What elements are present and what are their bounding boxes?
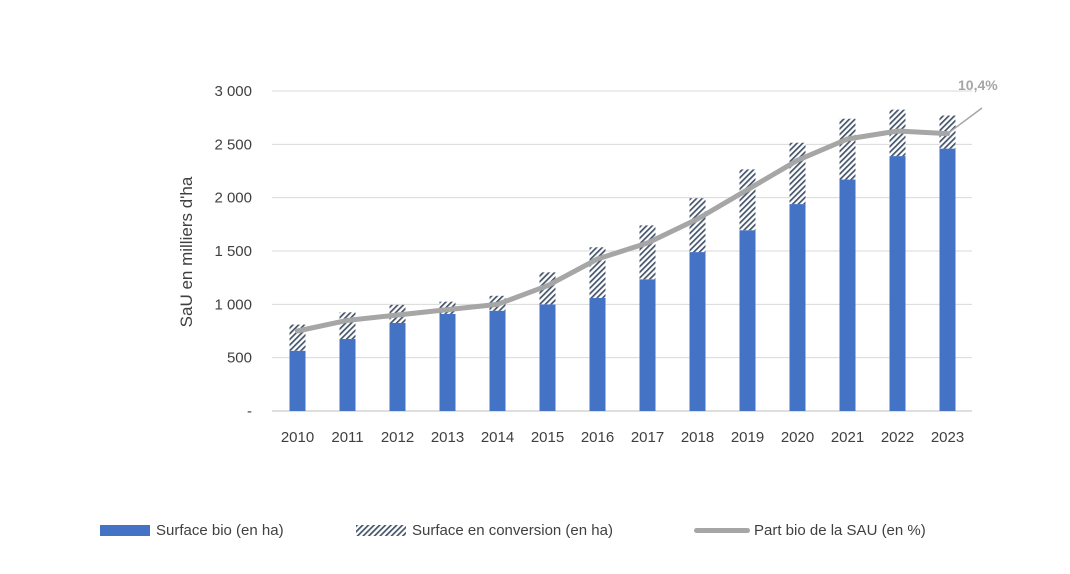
legend-label-part-bio: Part bio de la SAU (en %) bbox=[754, 521, 926, 539]
bar-surface-conversion bbox=[689, 198, 706, 253]
x-tick-label: 2017 bbox=[631, 429, 664, 446]
line-point-part-bio bbox=[495, 301, 500, 307]
share-line bbox=[295, 107, 983, 334]
x-tick-label: 2018 bbox=[681, 429, 714, 446]
bar-surface-bio bbox=[489, 310, 506, 411]
line-part-bio bbox=[295, 128, 950, 334]
line-point-part-bio bbox=[545, 283, 550, 289]
line-point-part-bio bbox=[345, 317, 350, 323]
legend-item-part-bio: Part bio de la SAU (en %) bbox=[694, 520, 926, 540]
bar-surface-bio bbox=[439, 313, 456, 411]
y-tick-label: 3 000 bbox=[214, 83, 252, 100]
x-tick-label: 2014 bbox=[481, 429, 514, 446]
y-tick-label: 1 000 bbox=[214, 296, 252, 313]
bar-surface-conversion bbox=[839, 118, 856, 180]
y-axis-title: SaU en milliers d'ha bbox=[177, 176, 196, 327]
y-tick-label: 1 500 bbox=[214, 243, 252, 260]
bar-surface-bio bbox=[889, 156, 906, 411]
y-tick-label: 2 500 bbox=[214, 136, 252, 153]
bar-surface-bio bbox=[539, 304, 556, 411]
bar-surface-bio bbox=[839, 179, 856, 411]
x-tick-label: 2020 bbox=[781, 429, 814, 446]
bar-surface-bio bbox=[289, 350, 306, 411]
bar-surface-conversion bbox=[639, 225, 656, 280]
bar-surface-bio bbox=[589, 297, 606, 411]
line-point-part-bio bbox=[645, 240, 650, 246]
x-axis-ticks: 2010 2011 2012 2013 2014 2015 2016 2017 2018 2019… bbox=[281, 429, 964, 446]
legend-swatch-part-bio bbox=[694, 527, 750, 533]
bar-surface-bio bbox=[389, 323, 406, 411]
x-tick-label: 2015 bbox=[531, 429, 564, 446]
x-tick-label: 2012 bbox=[381, 429, 414, 446]
x-tick-label: 2022 bbox=[881, 429, 914, 446]
line-point-part-bio bbox=[795, 157, 800, 163]
bars bbox=[289, 109, 956, 411]
x-tick-label: 2010 bbox=[281, 429, 314, 446]
line-point-part-bio bbox=[295, 328, 300, 334]
line-point-part-bio bbox=[445, 307, 450, 313]
line-point-part-bio bbox=[595, 256, 600, 262]
annotation-leader-line bbox=[947, 107, 983, 135]
bar-surface-conversion bbox=[789, 142, 806, 205]
legend-swatch-surface-conversion bbox=[356, 524, 406, 536]
y-tick-label: 500 bbox=[227, 350, 252, 367]
line-point-part-bio bbox=[845, 136, 850, 142]
gridlines bbox=[272, 90, 972, 412]
line-point-part-bio bbox=[695, 216, 700, 222]
x-tick-label: 2023 bbox=[931, 429, 964, 446]
x-tick-label: 2011 bbox=[331, 429, 363, 446]
bar-surface-bio bbox=[789, 204, 806, 411]
legend-item-surface-bio: Surface bio (en ha) bbox=[100, 520, 284, 540]
x-tick-label: 2021 bbox=[831, 429, 864, 446]
legend-swatch-surface-bio bbox=[100, 524, 150, 536]
legend-label-surface-bio: Surface bio (en ha) bbox=[156, 521, 284, 539]
line-point-part-bio bbox=[895, 128, 900, 134]
x-tick-label: 2016 bbox=[581, 429, 614, 446]
bar-surface-bio bbox=[739, 230, 756, 411]
bar-surface-bio bbox=[339, 339, 356, 411]
y-axis-ticks: - 500 1 000 1 500 2 000 2 500 3 000 bbox=[214, 83, 252, 420]
y-tick-label: - bbox=[247, 403, 252, 420]
legend-label-surface-conversion: Surface en conversion (en ha) bbox=[412, 521, 613, 539]
line-point-part-bio bbox=[745, 187, 750, 193]
line-point-part-bio bbox=[395, 312, 400, 318]
x-tick-label: 2013 bbox=[431, 429, 464, 446]
y-tick-label: 2 000 bbox=[214, 190, 252, 207]
bar-surface-bio bbox=[639, 279, 656, 411]
bar-surface-bio bbox=[939, 148, 956, 411]
bar-surface-conversion bbox=[339, 312, 356, 339]
bar-surface-conversion bbox=[739, 169, 756, 231]
x-tick-label: 2019 bbox=[731, 429, 764, 446]
legend: Surface bio (en ha) Surface en conversio… bbox=[0, 520, 1070, 540]
legend-item-surface-conversion: Surface en conversion (en ha) bbox=[356, 520, 613, 540]
bar-surface-bio bbox=[689, 252, 706, 411]
last-value-annotation: 10,4% bbox=[958, 77, 998, 93]
